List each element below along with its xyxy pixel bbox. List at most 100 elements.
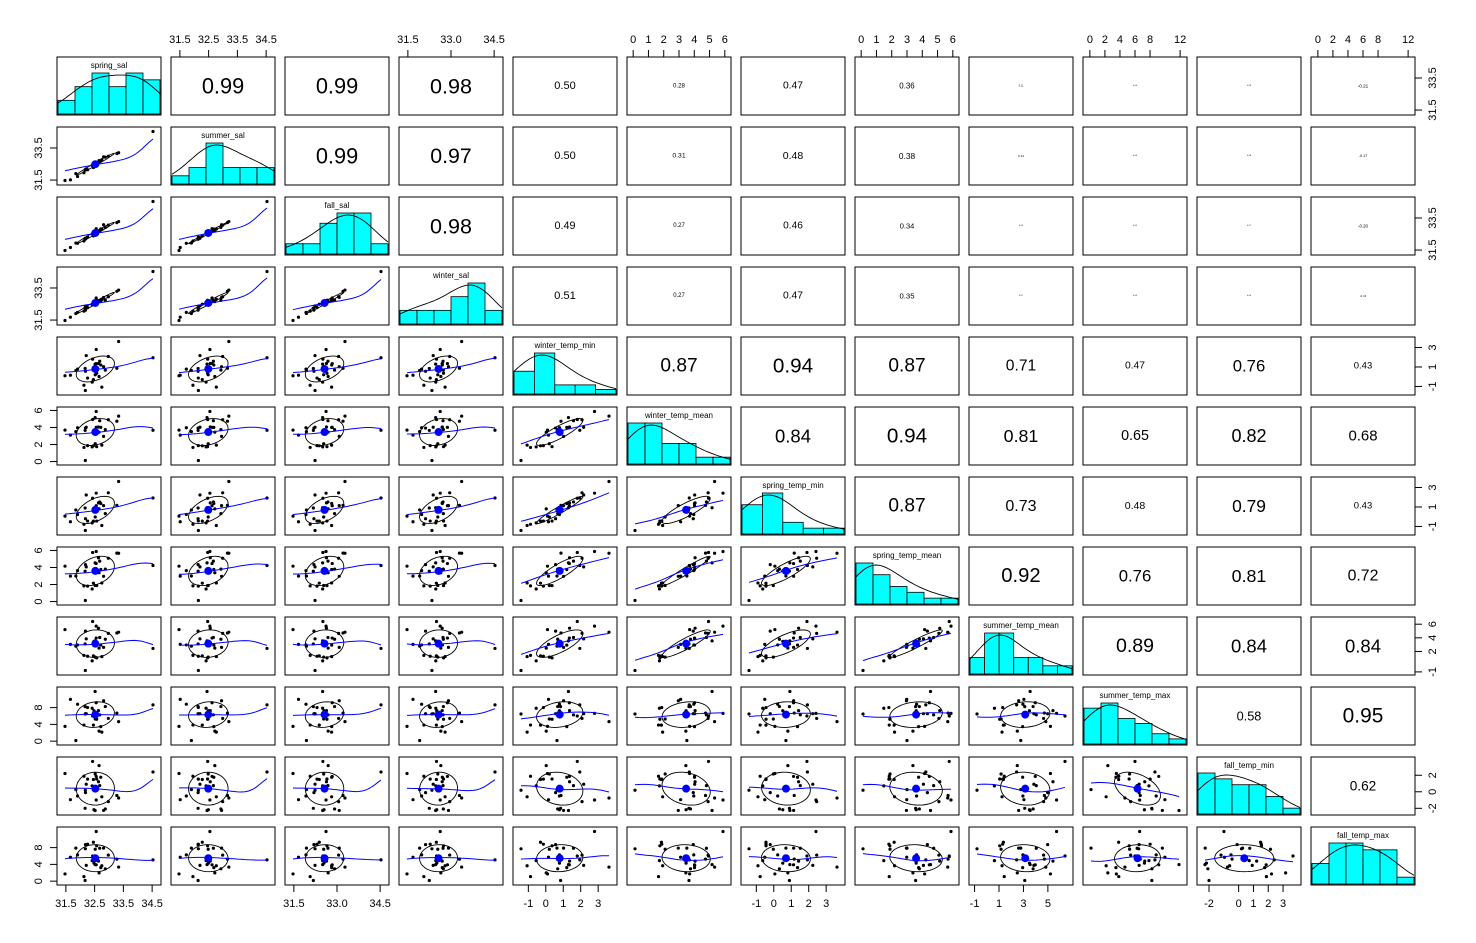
scatter-point [208, 409, 212, 414]
scatter-point [423, 629, 428, 633]
mean-point [555, 505, 564, 514]
scatter-point [326, 500, 330, 504]
correlation-panel [854, 476, 960, 536]
scatter-point [189, 430, 193, 434]
scatter-point [567, 780, 572, 784]
mean-point [912, 784, 921, 793]
mean-point [555, 566, 564, 575]
scatter-point [321, 561, 325, 565]
scatter-point [607, 479, 611, 484]
scatter-point [200, 378, 204, 382]
smoother-line [862, 853, 952, 862]
scatter-point [1135, 846, 1139, 850]
scatter-point [227, 720, 231, 724]
scatter-point [325, 445, 329, 449]
scatter-point [547, 847, 551, 851]
scatter-panel [740, 616, 846, 676]
scatter-point [999, 772, 1003, 776]
scatter-point [693, 780, 697, 784]
scatter-point [313, 847, 317, 851]
mean-point [434, 505, 443, 514]
scatter-point [308, 874, 312, 879]
scatter-point [676, 574, 680, 578]
scatter-point [379, 770, 383, 774]
scatter-point [1021, 794, 1025, 798]
correlation-value: 0.06 [1133, 85, 1138, 87]
scatter-point [405, 771, 409, 776]
scatter-point [191, 584, 195, 588]
scatter-point [835, 630, 839, 634]
variable-name: winter_sal [432, 271, 469, 280]
scatter-point [208, 361, 212, 366]
scatter-point [946, 630, 950, 634]
smoother-line [292, 856, 381, 861]
correlation-ellipse [761, 555, 811, 587]
scatter-point [546, 697, 551, 701]
scatter-point [914, 702, 919, 706]
scatter-point [704, 783, 709, 788]
mean-point [204, 710, 213, 719]
scatter-point [431, 565, 435, 569]
correlation-panel [398, 126, 504, 186]
scatter-point [84, 565, 88, 569]
scatter-point [528, 522, 533, 526]
scatter-point [788, 808, 792, 813]
scatter-point [178, 245, 182, 250]
scatter-point [117, 479, 121, 484]
scatter-point [343, 288, 347, 292]
histogram-bar [1134, 723, 1153, 745]
scatter-point [758, 874, 762, 879]
scatter-panel [512, 546, 618, 606]
scatter-point [747, 598, 751, 603]
scatter-point [545, 564, 550, 568]
correlation-ellipse [304, 355, 345, 383]
scatter-point [100, 795, 104, 799]
scatter-point [208, 780, 212, 784]
scatter-point [93, 689, 97, 694]
density-curve [855, 564, 959, 600]
scatter-point [914, 705, 918, 709]
scatter-point [94, 491, 98, 495]
scatter-point [795, 567, 800, 572]
diagonal-panel [740, 476, 846, 536]
scatter-point [296, 574, 301, 578]
scatter-point [992, 706, 997, 710]
correlation-ellipse [889, 629, 943, 658]
scatter-panel [740, 826, 846, 886]
scatter-point [923, 872, 927, 876]
scatter-point [213, 571, 217, 575]
scatter-point [938, 859, 942, 863]
axis-tick-label: 4 [33, 861, 45, 867]
histogram-bar [1311, 863, 1330, 885]
scatter-point [101, 434, 106, 438]
scatter-point [431, 782, 435, 786]
scatter-point [528, 774, 533, 778]
scatter-point [82, 445, 86, 450]
scatter-point [313, 388, 317, 393]
variable-name: summer_temp_max [1100, 691, 1171, 700]
mean-point [204, 228, 213, 237]
scatter-point [917, 704, 921, 709]
scatter-point [214, 864, 218, 868]
correlation-panel [1196, 266, 1302, 326]
scatter-point [313, 788, 317, 792]
correlation-ellipse [75, 495, 115, 525]
scatter-point [68, 373, 73, 377]
scatter-point [567, 425, 572, 429]
scatter-point [100, 864, 104, 868]
scatter-panel [398, 406, 504, 466]
scatter-point [98, 559, 102, 563]
scatter-panel [626, 686, 732, 746]
scatter-point [928, 689, 933, 694]
scatter-point [763, 798, 767, 802]
correlation-value: 0.46 [783, 221, 803, 232]
correlation-panel [854, 196, 960, 256]
scatter-point [117, 219, 121, 224]
scatter-point [330, 523, 334, 528]
scatter-point [200, 777, 204, 782]
axis-tick-label: 1 [788, 898, 794, 910]
scatter-point [519, 598, 523, 603]
scatter-point [556, 867, 560, 871]
scatter-point [198, 493, 202, 497]
scatter-point [313, 637, 317, 641]
